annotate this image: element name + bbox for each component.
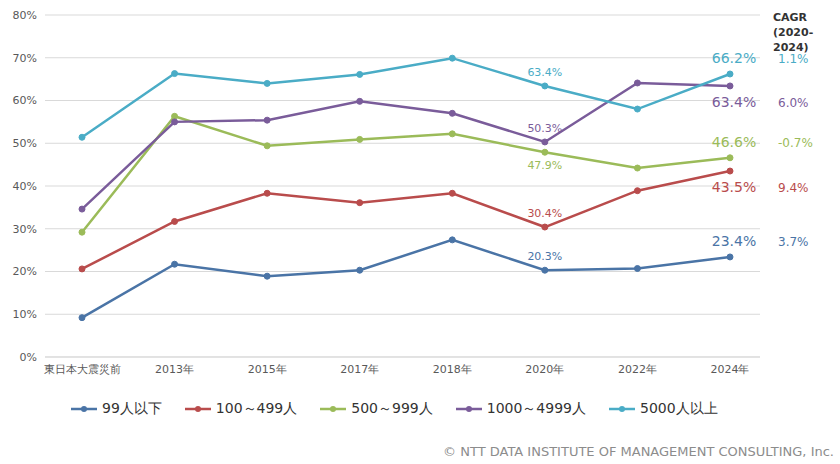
html-text:5000人以上: 5000人以上 <box>640 400 718 416</box>
svg-text:30.4%: 30.4% <box>527 207 562 220</box>
html-text:(2020-2024): (2020-2024) <box>773 26 814 54</box>
svg-text:66.2%: 66.2% <box>712 50 756 66</box>
svg-text:63.4%: 63.4% <box>712 94 756 110</box>
svg-text:20%: 20% <box>13 265 37 278</box>
svg-text:6.0%: 6.0% <box>778 96 809 110</box>
html-text:1000～4999人: 1000～4999人 <box>486 400 586 416</box>
svg-text:80%: 80% <box>13 9 37 22</box>
svg-text:東日本大震災前: 東日本大震災前 <box>44 363 121 376</box>
svg-text:63.4%: 63.4% <box>527 66 562 79</box>
svg-text:30%: 30% <box>13 223 37 236</box>
svg-text:3.7%: 3.7% <box>778 235 809 249</box>
svg-text:60%: 60% <box>13 94 37 107</box>
html-text:CAGR: CAGR <box>773 11 808 24</box>
svg-text:70%: 70% <box>13 52 37 65</box>
svg-text:2020年: 2020年 <box>525 363 564 376</box>
svg-text:9.4%: 9.4% <box>778 181 809 195</box>
svg-text:47.9%: 47.9% <box>527 159 562 172</box>
svg-text:2024年: 2024年 <box>711 363 750 376</box>
svg-text:23.4%: 23.4% <box>712 233 756 249</box>
html-text:99人以下: 99人以下 <box>102 400 162 416</box>
html-text:100～499人: 100～499人 <box>215 400 298 416</box>
svg-text:2022年: 2022年 <box>618 363 657 376</box>
svg-text:50.3%: 50.3% <box>527 122 562 135</box>
svg-text:2017年: 2017年 <box>340 363 379 376</box>
svg-text:2013年: 2013年 <box>155 363 194 376</box>
svg-text:10%: 10% <box>13 308 37 321</box>
svg-text:-0.7%: -0.7% <box>778 136 813 150</box>
svg-text:1.1%: 1.1% <box>778 52 809 66</box>
svg-text:46.6%: 46.6% <box>712 134 756 150</box>
svg-text:43.5%: 43.5% <box>712 179 756 195</box>
svg-text:50%: 50% <box>13 137 37 150</box>
svg-text:20.3%: 20.3% <box>527 250 562 263</box>
html-text:500～999人: 500～999人 <box>351 400 433 416</box>
svg-text:2015年: 2015年 <box>248 363 287 376</box>
html-text:© NTT DATA INSTITUTE OF MANAGE: © NTT DATA INSTITUTE OF MANAGEMENT CONSU… <box>443 444 834 459</box>
svg-text:2018年: 2018年 <box>433 363 472 376</box>
svg-text:0%: 0% <box>20 351 37 364</box>
svg-text:40%: 40% <box>13 180 37 193</box>
